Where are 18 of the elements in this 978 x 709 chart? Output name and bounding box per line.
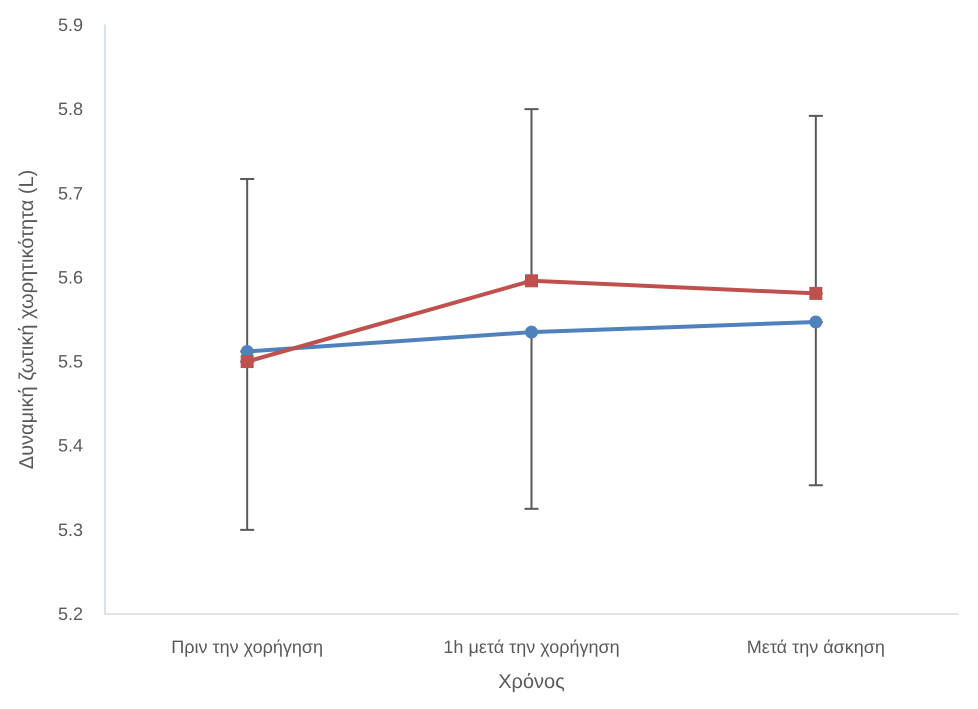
y-tick-label: 5.5 [58,352,83,372]
y-tick-label: 5.6 [58,267,83,288]
point [525,274,538,288]
y-tick-label: 5.7 [58,183,83,204]
x-tick-label: Μετά την άσκηση [746,637,885,657]
y-tick-label: 5.9 [58,15,83,35]
y-axis-title: Δυναμική ζωτική χωρητικότητα (L) [16,170,38,470]
point [809,316,822,329]
x-tick-label: 1h μετά την χορήγηση [443,637,620,657]
y-tick-label: 5.3 [58,520,83,540]
x-tick-label: Πριν την χορήγηση [171,637,324,657]
y-tick-label: 5.4 [58,436,83,456]
y-tick-label: 5.8 [58,99,83,120]
y-tick-label: 5.2 [58,604,83,624]
point [240,355,254,368]
x-axis-title: Χρόνος [498,671,566,693]
point [809,286,822,300]
point [525,326,538,339]
